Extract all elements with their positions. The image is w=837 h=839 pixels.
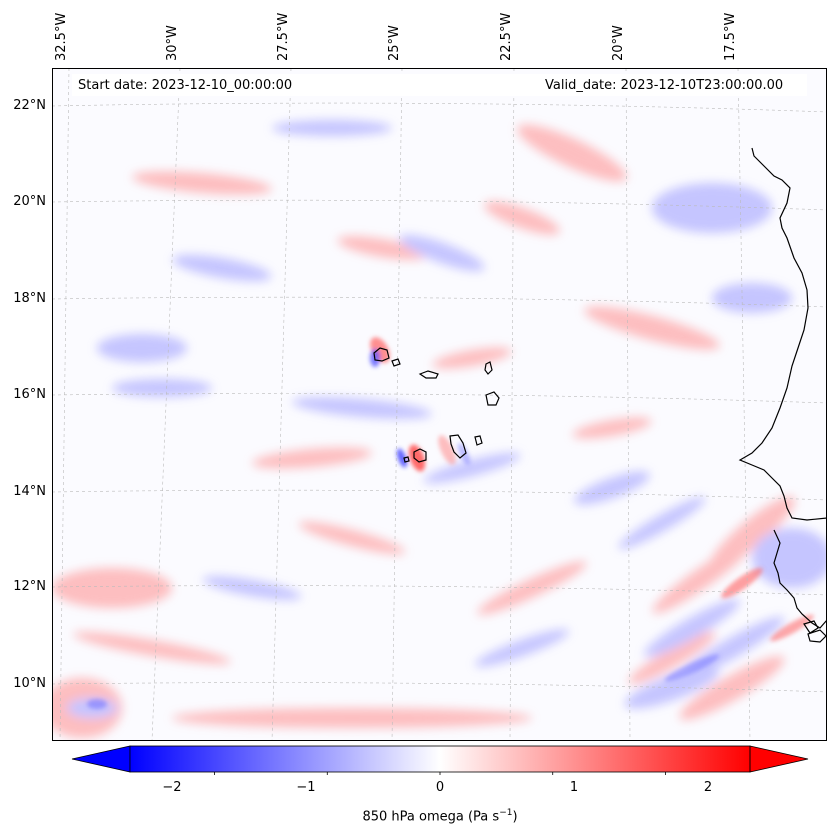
- lon-label-30w: 30°W: [165, 25, 180, 61]
- cabo-verde-santo-antao: [373, 347, 390, 362]
- lon-label-22-5w: 22.5°W: [499, 12, 514, 61]
- lon-label-32-5w: 32.5°W: [54, 12, 69, 61]
- colorbar-label: 850 hPa omega (Pa s−1): [362, 808, 518, 825]
- colorbar-units: Pa s: [473, 809, 500, 825]
- colorbar-tick-1: 1: [569, 780, 579, 795]
- colorbar-tick-0: 0: [435, 780, 445, 795]
- lat-label-10n: 10°N: [13, 676, 46, 691]
- lat-label-16n: 16°N: [13, 387, 46, 402]
- colorbar-tick-neg2: −2: [162, 780, 182, 795]
- colorbar-extend-min: [71, 745, 131, 773]
- valid-date-label: Valid_date: 2023-12-10T23:00:00.00: [543, 78, 786, 93]
- lon-label-27-5w: 27.5°W: [276, 12, 291, 61]
- lat-label-14n: 14°N: [13, 484, 46, 499]
- cabo-verde-fogo: [413, 448, 427, 463]
- start-date-label: Start date: 2023-12-10_00:00:00: [76, 78, 295, 93]
- map-frame: [52, 68, 827, 741]
- cabo-verde-santiago: [449, 434, 467, 459]
- lon-label-25w: 25°W: [387, 25, 402, 61]
- graticule: [52, 68, 827, 741]
- lat-label-12n: 12°N: [13, 579, 46, 594]
- guinea-bissau-islands: [803, 620, 827, 643]
- colorbar-variable: 850 hPa omega: [362, 809, 464, 825]
- lat-label-18n: 18°N: [13, 291, 46, 306]
- omega-field: [52, 120, 827, 738]
- cabo-verde-sal: [484, 361, 493, 375]
- lon-label-20w: 20°W: [611, 25, 626, 61]
- colorbar-tick-neg1: −1: [296, 780, 316, 795]
- cabo-verde-maio: [474, 435, 483, 446]
- cabo-verde-brava: [403, 456, 410, 463]
- colorbar-body: [130, 746, 750, 772]
- colorbar-units-exponent: −1: [499, 808, 513, 818]
- lat-label-22n: 22°N: [13, 98, 46, 113]
- omega-map: [52, 68, 827, 741]
- coastlines: [373, 147, 827, 643]
- lat-label-20n: 20°N: [13, 194, 46, 209]
- colorbar-tick-2: 2: [703, 780, 713, 795]
- omega-cells: [87, 337, 814, 709]
- lon-label-17-5w: 17.5°W: [723, 12, 738, 61]
- colorbar-extend-max: [749, 745, 809, 773]
- cabo-verde-sao-vicente: [391, 358, 401, 367]
- colorbar: [71, 745, 809, 775]
- africa-coastline: [738, 147, 827, 629]
- cabo-verde-sao-nicolau: [418, 370, 439, 379]
- cabo-verde-boa-vista: [485, 391, 500, 406]
